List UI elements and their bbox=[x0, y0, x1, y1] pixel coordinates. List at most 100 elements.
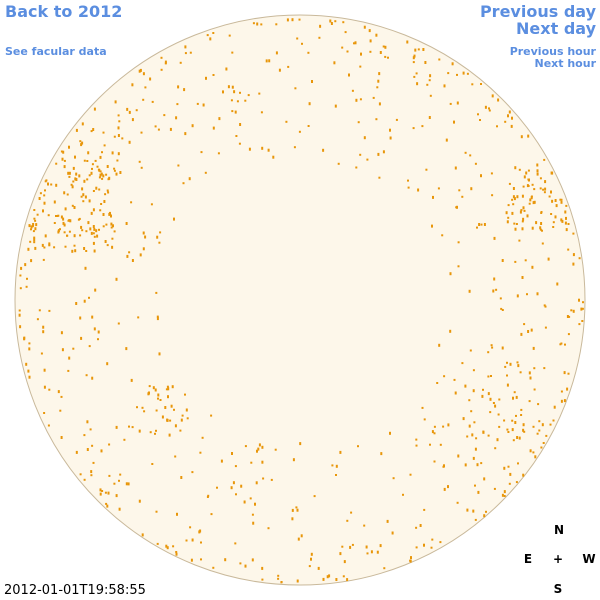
facula bbox=[117, 126, 120, 130]
facula bbox=[567, 248, 570, 251]
facula bbox=[520, 209, 523, 212]
facula bbox=[270, 478, 273, 481]
facula bbox=[421, 125, 424, 128]
facula bbox=[493, 236, 496, 240]
facula bbox=[535, 221, 538, 225]
facula bbox=[100, 172, 103, 176]
facula bbox=[468, 424, 471, 428]
facula bbox=[66, 234, 69, 237]
facula bbox=[355, 166, 358, 169]
facula bbox=[260, 111, 263, 114]
facula bbox=[416, 82, 419, 86]
facular-link[interactable]: See facular data bbox=[5, 45, 107, 58]
facula bbox=[19, 325, 22, 329]
facula bbox=[481, 394, 484, 398]
facula bbox=[261, 578, 264, 581]
facula bbox=[93, 107, 96, 111]
next-hour-link[interactable]: Next hour bbox=[534, 57, 597, 70]
facula bbox=[468, 289, 471, 293]
next-day-link[interactable]: Next day bbox=[516, 19, 596, 38]
facula bbox=[532, 425, 535, 428]
facula bbox=[471, 433, 474, 437]
facula bbox=[224, 558, 227, 562]
facula bbox=[43, 194, 46, 197]
facula bbox=[81, 187, 84, 191]
facula bbox=[220, 459, 223, 463]
facula bbox=[507, 204, 510, 207]
facula bbox=[138, 499, 141, 503]
facula bbox=[143, 410, 146, 413]
facula bbox=[142, 231, 145, 235]
facula bbox=[438, 343, 441, 347]
facula bbox=[508, 182, 511, 185]
facula bbox=[297, 537, 300, 541]
facula bbox=[512, 396, 514, 400]
facula bbox=[75, 172, 78, 176]
facula bbox=[568, 315, 571, 318]
facula bbox=[86, 160, 89, 162]
facula bbox=[127, 482, 130, 486]
facula bbox=[550, 171, 553, 175]
facula bbox=[265, 59, 268, 63]
facula bbox=[93, 249, 96, 253]
facula bbox=[298, 130, 301, 133]
facula bbox=[99, 488, 102, 492]
facula bbox=[429, 74, 432, 78]
facula bbox=[298, 18, 301, 21]
facula bbox=[560, 200, 563, 204]
facula bbox=[190, 558, 193, 562]
facula bbox=[292, 458, 295, 462]
facula bbox=[173, 217, 175, 221]
facula bbox=[287, 65, 290, 68]
facula bbox=[528, 371, 531, 375]
prev-hour-link[interactable]: Previous hour bbox=[509, 45, 596, 58]
facula bbox=[36, 318, 39, 321]
facula bbox=[98, 176, 101, 179]
facula bbox=[422, 48, 425, 51]
facula bbox=[254, 502, 256, 506]
facula bbox=[329, 19, 332, 23]
facula bbox=[495, 288, 498, 291]
facula bbox=[104, 193, 107, 196]
facula bbox=[28, 224, 31, 228]
facula bbox=[522, 473, 525, 477]
compass-east: E bbox=[523, 552, 533, 566]
facula bbox=[503, 466, 506, 470]
facula bbox=[138, 429, 141, 433]
facula bbox=[556, 282, 559, 286]
facula bbox=[425, 168, 428, 171]
facula bbox=[66, 193, 69, 196]
facula bbox=[191, 124, 194, 128]
facula bbox=[83, 299, 86, 303]
facula bbox=[516, 294, 519, 298]
facula bbox=[88, 174, 91, 177]
facula bbox=[520, 414, 523, 416]
facula bbox=[524, 259, 527, 262]
facula bbox=[490, 344, 493, 347]
prev-day-link[interactable]: Previous day bbox=[479, 2, 596, 21]
facula bbox=[363, 136, 366, 140]
facula bbox=[107, 191, 110, 194]
facula bbox=[551, 199, 554, 203]
facula bbox=[98, 168, 101, 172]
facula bbox=[503, 490, 506, 494]
facula bbox=[131, 426, 134, 429]
facula bbox=[544, 305, 547, 308]
facula bbox=[110, 226, 113, 229]
facula bbox=[93, 227, 96, 231]
facula bbox=[101, 177, 104, 180]
facula bbox=[75, 128, 78, 132]
back-link[interactable]: Back to 2012 bbox=[5, 2, 123, 21]
facula bbox=[506, 374, 508, 377]
facula bbox=[36, 213, 39, 216]
facula bbox=[498, 398, 501, 401]
facula bbox=[117, 114, 120, 117]
facula bbox=[157, 393, 160, 397]
facula bbox=[75, 450, 78, 454]
facula bbox=[415, 526, 418, 529]
facula bbox=[169, 419, 172, 422]
facula bbox=[521, 220, 524, 223]
facula bbox=[99, 492, 102, 496]
facula bbox=[160, 56, 163, 59]
facula bbox=[326, 575, 329, 579]
